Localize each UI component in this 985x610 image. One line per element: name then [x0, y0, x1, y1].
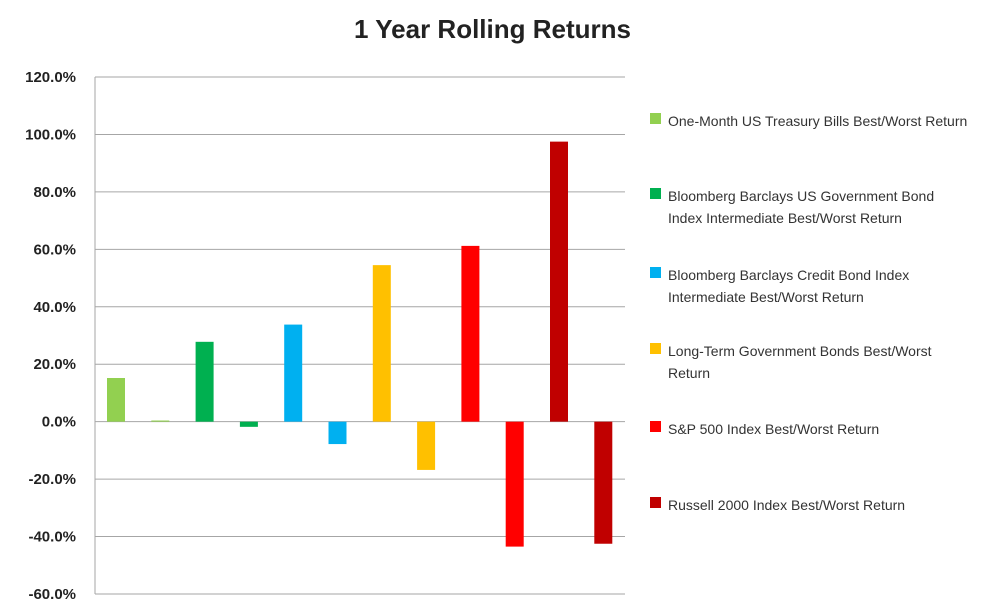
y-tick-label: -40.0%	[28, 529, 76, 546]
bar	[505, 421, 524, 547]
y-tick-label: 80.0%	[33, 184, 76, 201]
y-tick-label: 20.0%	[33, 356, 76, 373]
chart-title: 1 Year Rolling Returns	[354, 14, 631, 44]
legend-swatch	[650, 267, 661, 278]
y-tick-label: 100.0%	[25, 126, 76, 143]
legend-label: Long-Term Government Bonds Best/Worst Re…	[668, 343, 932, 381]
legend-swatch	[650, 343, 661, 354]
legend-swatch	[650, 113, 661, 124]
y-tick-label: 0.0%	[42, 414, 76, 431]
legend-swatch	[650, 421, 661, 432]
y-tick-label: -60.0%	[28, 586, 76, 603]
legend-swatch	[650, 497, 661, 508]
bar	[372, 265, 391, 422]
bar	[107, 378, 125, 422]
bar	[550, 141, 568, 422]
bar	[239, 421, 258, 427]
legend-label: Bloomberg Barclays US Government Bond In…	[668, 188, 935, 226]
bar	[461, 245, 480, 422]
legend-swatch	[650, 188, 661, 199]
y-tick-label: -20.0%	[28, 471, 76, 488]
bar	[417, 421, 436, 470]
legend-label: One-Month US Treasury Bills Best/Worst R…	[668, 113, 968, 129]
bar	[594, 421, 613, 544]
bar	[151, 420, 170, 422]
bar	[284, 324, 303, 422]
bar	[195, 341, 214, 422]
y-tick-label: 60.0%	[33, 241, 76, 258]
legend-label: Russell 2000 Index Best/Worst Return	[668, 497, 906, 513]
bar	[328, 421, 347, 445]
legend-label: S&P 500 Index Best/Worst Return	[668, 421, 880, 437]
y-tick-label: 120.0%	[25, 69, 76, 86]
y-tick-label: 40.0%	[33, 299, 76, 316]
legend-label: Bloomberg Barclays Credit Bond Index Int…	[668, 267, 910, 305]
